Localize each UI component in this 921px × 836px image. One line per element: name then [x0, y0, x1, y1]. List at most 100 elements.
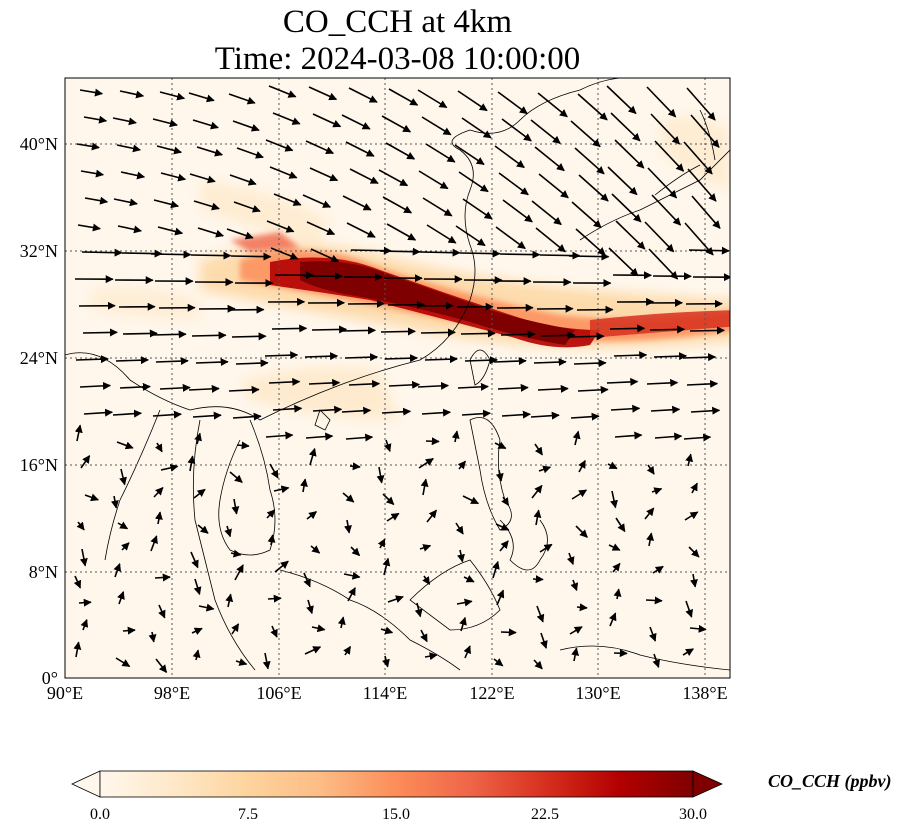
colorbar-gradient [99, 770, 694, 798]
wind-vector [498, 172, 529, 196]
wind-vector [383, 439, 392, 453]
wind-vector [190, 251, 232, 260]
wind-vector [530, 119, 561, 145]
colorbar-tick-label: 15.0 [382, 806, 410, 823]
wind-vector [303, 572, 311, 588]
wind-vector [538, 173, 569, 199]
wind-vector [231, 623, 240, 635]
wind-vector [312, 405, 343, 414]
wind-vector [84, 493, 99, 502]
wind-vector [462, 198, 493, 220]
wind-vector [419, 248, 461, 257]
wind-vector [650, 113, 681, 145]
wind-vector [568, 252, 610, 261]
wind-vector [116, 144, 141, 153]
wind-vector [653, 352, 688, 361]
wind-vector [606, 85, 637, 115]
wind-vector [348, 87, 378, 103]
wind-vector [537, 92, 568, 118]
wind-vector [342, 492, 355, 503]
wind-vector [531, 484, 543, 499]
wind-vector [384, 354, 418, 363]
wind-vector [311, 624, 326, 633]
wind-vector [152, 118, 178, 128]
lat-tick-label: 0° [41, 668, 58, 688]
wind-vector [451, 430, 460, 443]
wind-vector [77, 223, 101, 232]
wind-vector [230, 252, 272, 261]
wind-vector [688, 546, 700, 558]
wind-vector [117, 521, 129, 530]
wind-vector [274, 560, 289, 573]
wind-vector [577, 93, 608, 121]
wind-vector [197, 227, 224, 238]
wind-vector [646, 464, 655, 475]
wind-vector [652, 653, 661, 668]
wind-vector [425, 143, 456, 163]
wind-vector [494, 145, 525, 169]
wind-vector [607, 166, 638, 196]
wind-vector [608, 612, 617, 627]
wind-vector [151, 330, 187, 339]
wind-vector [152, 410, 182, 419]
wind-vector [685, 453, 694, 467]
wind-vector [538, 465, 552, 474]
wind-vector [687, 168, 717, 202]
wind-vector [690, 573, 698, 588]
wind-vector [302, 194, 332, 208]
colorbar-label: CO_CCH (ppbv) [768, 771, 892, 791]
wind-vector [267, 534, 276, 546]
wind-vector [457, 549, 465, 563]
wind-vector [424, 355, 458, 364]
wind-vector [83, 408, 113, 417]
wind-vector [464, 356, 498, 365]
lon-tick-label: 122°E [469, 683, 515, 703]
wind-vector [189, 173, 216, 184]
wind-vector [682, 648, 694, 657]
wind-vector [228, 93, 256, 105]
wind-vector [690, 482, 698, 494]
wind-vector [82, 328, 118, 337]
wind-vector [264, 351, 299, 360]
wind-vector [615, 220, 646, 250]
wind-vector [116, 441, 134, 450]
wind-vector [344, 519, 352, 534]
wind-vector [497, 383, 529, 392]
wind-vector [233, 201, 261, 213]
lat-tick-label: 8°N [28, 562, 58, 582]
wind-vector [575, 228, 606, 256]
wind-vector [229, 471, 243, 484]
wind-vector [609, 324, 646, 333]
wind-vector [269, 463, 279, 479]
wind-vector [536, 605, 545, 623]
wind-vector [386, 223, 417, 241]
wind-vector [540, 331, 576, 340]
wind-vector [341, 114, 371, 130]
wind-vector [537, 384, 569, 393]
wind-vector [420, 629, 428, 643]
wind-vector [611, 193, 642, 223]
wind-vector [225, 593, 234, 608]
wind-vector [419, 544, 432, 552]
wind-vector [154, 511, 163, 525]
wind-vector [75, 355, 109, 364]
wind-vector [382, 196, 413, 214]
wind-vector [76, 521, 85, 531]
wind-vector [80, 169, 104, 178]
wind-vector [187, 455, 196, 472]
wind-vector [74, 424, 83, 442]
wind-vector [262, 652, 271, 670]
wind-vector [310, 545, 321, 554]
wind-vector [345, 433, 374, 442]
wind-vector [120, 171, 146, 180]
wind-vector [230, 549, 242, 558]
wind-vector [310, 248, 340, 263]
wind-vector [458, 171, 489, 193]
wind-vector [424, 652, 438, 661]
wind-vector [385, 142, 416, 160]
wind-vector [112, 117, 137, 126]
wind-vector [350, 546, 361, 557]
wind-vector [571, 647, 580, 662]
wind-vector [377, 538, 386, 549]
wind-vector [648, 248, 679, 280]
